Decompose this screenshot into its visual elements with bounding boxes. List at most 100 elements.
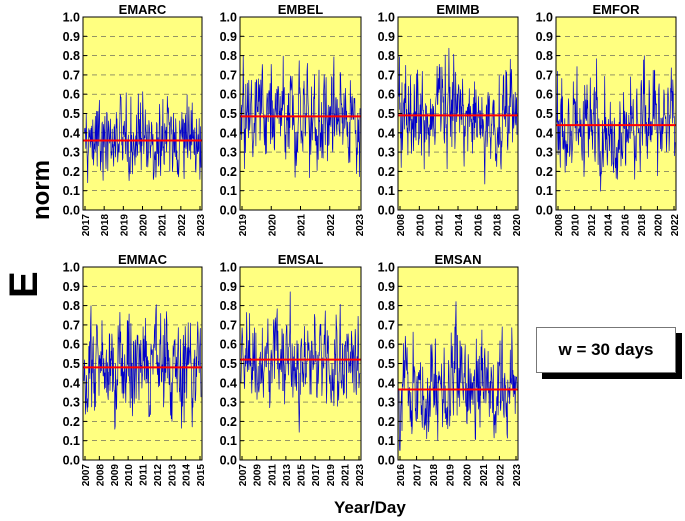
x-tick-label: 2010 [415, 214, 426, 237]
x-tick-label: 2020 [653, 214, 664, 237]
x-tick-label: 2021 [158, 214, 169, 237]
y-tick-label: 0.3 [220, 396, 237, 410]
x-tick-label: 2021 [479, 464, 490, 487]
subplot-title: EMFOR [593, 2, 641, 17]
y-tick-label: 0.5 [63, 107, 80, 121]
y-tick-label: 0.6 [63, 88, 80, 102]
x-tick-label: 2010 [124, 464, 135, 487]
y-tick-label: 0.4 [536, 126, 553, 140]
x-tick-label: 2023 [196, 214, 207, 237]
x-tick-label: 2022 [670, 214, 681, 237]
x-tick-label: 2023 [355, 464, 366, 487]
y-tick-label: 0.5 [220, 357, 237, 371]
y-tick-label: 0.5 [63, 357, 80, 371]
signal-line [83, 304, 202, 430]
x-tick-label: 2019 [238, 214, 249, 237]
x-tick-label: 2012 [153, 464, 164, 487]
y-tick-label: 0.3 [220, 146, 237, 160]
y-tick-label: 0.0 [220, 204, 237, 218]
subplot-title: EMIMB [436, 2, 479, 17]
y-tick-label: 0.2 [536, 165, 553, 179]
x-tick-label: 2011 [267, 464, 278, 486]
subplot-embel: EMBEL 0.0 0.1 0.2 0.3 0.4 0.5 0.6 0.7 0.8 0.9 1.0 20… [220, 2, 366, 236]
x-tick-label: 2009 [110, 464, 121, 487]
y-tick-label: 0.4 [378, 376, 395, 390]
y-tick-label: 0.2 [63, 415, 80, 429]
x-tick-label: 2018 [429, 464, 440, 487]
x-tick-label: 2014 [454, 214, 465, 237]
y-tick-label: 0.3 [63, 146, 80, 160]
y-tick-label: 0.1 [220, 434, 237, 448]
y-tick-label: 1.0 [220, 261, 237, 275]
x-tick-label: 2011 [139, 464, 150, 486]
y-tick-label: 0.8 [220, 299, 237, 313]
y-tick-label: 0.8 [536, 49, 553, 63]
y-tick-label: 0.7 [378, 318, 395, 332]
y-tick-label: 0.3 [378, 146, 395, 160]
y-tick-label: 0.6 [378, 88, 395, 102]
y-tick-label: 0.6 [220, 88, 237, 102]
x-tick-label: 2013 [167, 464, 178, 487]
x-tick-label: 2007 [238, 464, 249, 487]
x-tick-label: 2007 [81, 464, 92, 487]
y-tick-label: 0.2 [378, 415, 395, 429]
y-tick-label: 0.5 [220, 107, 237, 121]
subplot-emimb: EMIMB 0.0 0.1 0.2 0.3 0.4 0.5 0.6 0.7 0.8 0.9 1.0 20… [378, 2, 523, 236]
y-tick-label: 0.8 [378, 299, 395, 313]
y-tick-label: 0.3 [536, 146, 553, 160]
x-tick-label: 2017 [81, 214, 92, 237]
y-tick-label: 0.4 [220, 376, 237, 390]
x-tick-label: 2023 [355, 214, 366, 237]
y-tick-label: 0.2 [220, 165, 237, 179]
y-tick-label: 0.8 [220, 49, 237, 63]
y-tick-label: 0.5 [378, 107, 395, 121]
y-tick-label: 0.4 [63, 376, 80, 390]
y-tick-label: 0.8 [378, 49, 395, 63]
subplot-title: EMBEL [278, 2, 324, 17]
subplot-emsan: EMSAN 0.0 0.1 0.2 0.3 0.4 0.5 0.6 0.7 0.8 0.9 1.0 20… [378, 252, 523, 486]
x-tick-label: 2018 [493, 214, 504, 237]
y-tick-label: 0.7 [536, 68, 553, 82]
x-tick-label: 2020 [512, 214, 523, 237]
signal-line [240, 55, 361, 178]
window-size-label: w = 30 days [558, 340, 654, 359]
y-tick-label: 0.5 [536, 107, 553, 121]
x-tick-label: 2021 [297, 214, 308, 237]
y-tick-label: 0.9 [220, 280, 237, 294]
y-axis-label-main: E [2, 271, 46, 298]
y-tick-label: 0.7 [63, 68, 80, 82]
x-tick-label: 2015 [196, 464, 207, 487]
x-tick-label: 2012 [587, 214, 598, 237]
x-tick-label: 2020 [267, 214, 278, 237]
y-tick-label: 0.5 [378, 357, 395, 371]
y-tick-label: 0.1 [536, 184, 553, 198]
x-tick-label: 2021 [340, 464, 351, 487]
signal-line [240, 291, 361, 433]
x-axis-label: Year/Day [334, 498, 406, 517]
x-tick-label: 2016 [620, 214, 631, 237]
x-tick-label: 2018 [637, 214, 648, 237]
y-tick-label: 1.0 [378, 261, 395, 275]
x-tick-label: 2010 [571, 214, 582, 237]
y-tick-label: 0.0 [63, 204, 80, 218]
y-tick-label: 0.3 [378, 396, 395, 410]
subplot-emarc: EMARC 0.0 0.1 0.2 0.3 0.4 0.5 0.6 0.7 0.8 0.9 1.0 20… [63, 2, 207, 236]
window-size-box: w = 30 days [536, 327, 676, 373]
subplot-title: EMSAL [278, 252, 324, 267]
y-tick-label: 0.0 [378, 204, 395, 218]
y-tick-label: 0.4 [378, 126, 395, 140]
y-tick-label: 0.9 [63, 280, 80, 294]
x-tick-label: 2014 [182, 464, 193, 487]
subplot-emsal: EMSAL 0.0 0.1 0.2 0.3 0.4 0.5 0.6 0.7 0.8 0.9 1.0 20… [220, 252, 366, 486]
signal-line [83, 91, 202, 184]
y-tick-label: 1.0 [220, 11, 237, 25]
x-tick-label: 2020 [139, 214, 150, 237]
y-tick-label: 1.0 [536, 11, 553, 25]
x-tick-label: 2016 [473, 214, 484, 237]
y-tick-label: 0.4 [63, 126, 80, 140]
y-tick-label: 0.3 [63, 396, 80, 410]
y-tick-label: 0.0 [220, 454, 237, 468]
y-tick-label: 0.4 [220, 126, 237, 140]
x-tick-label: 2014 [604, 214, 615, 237]
